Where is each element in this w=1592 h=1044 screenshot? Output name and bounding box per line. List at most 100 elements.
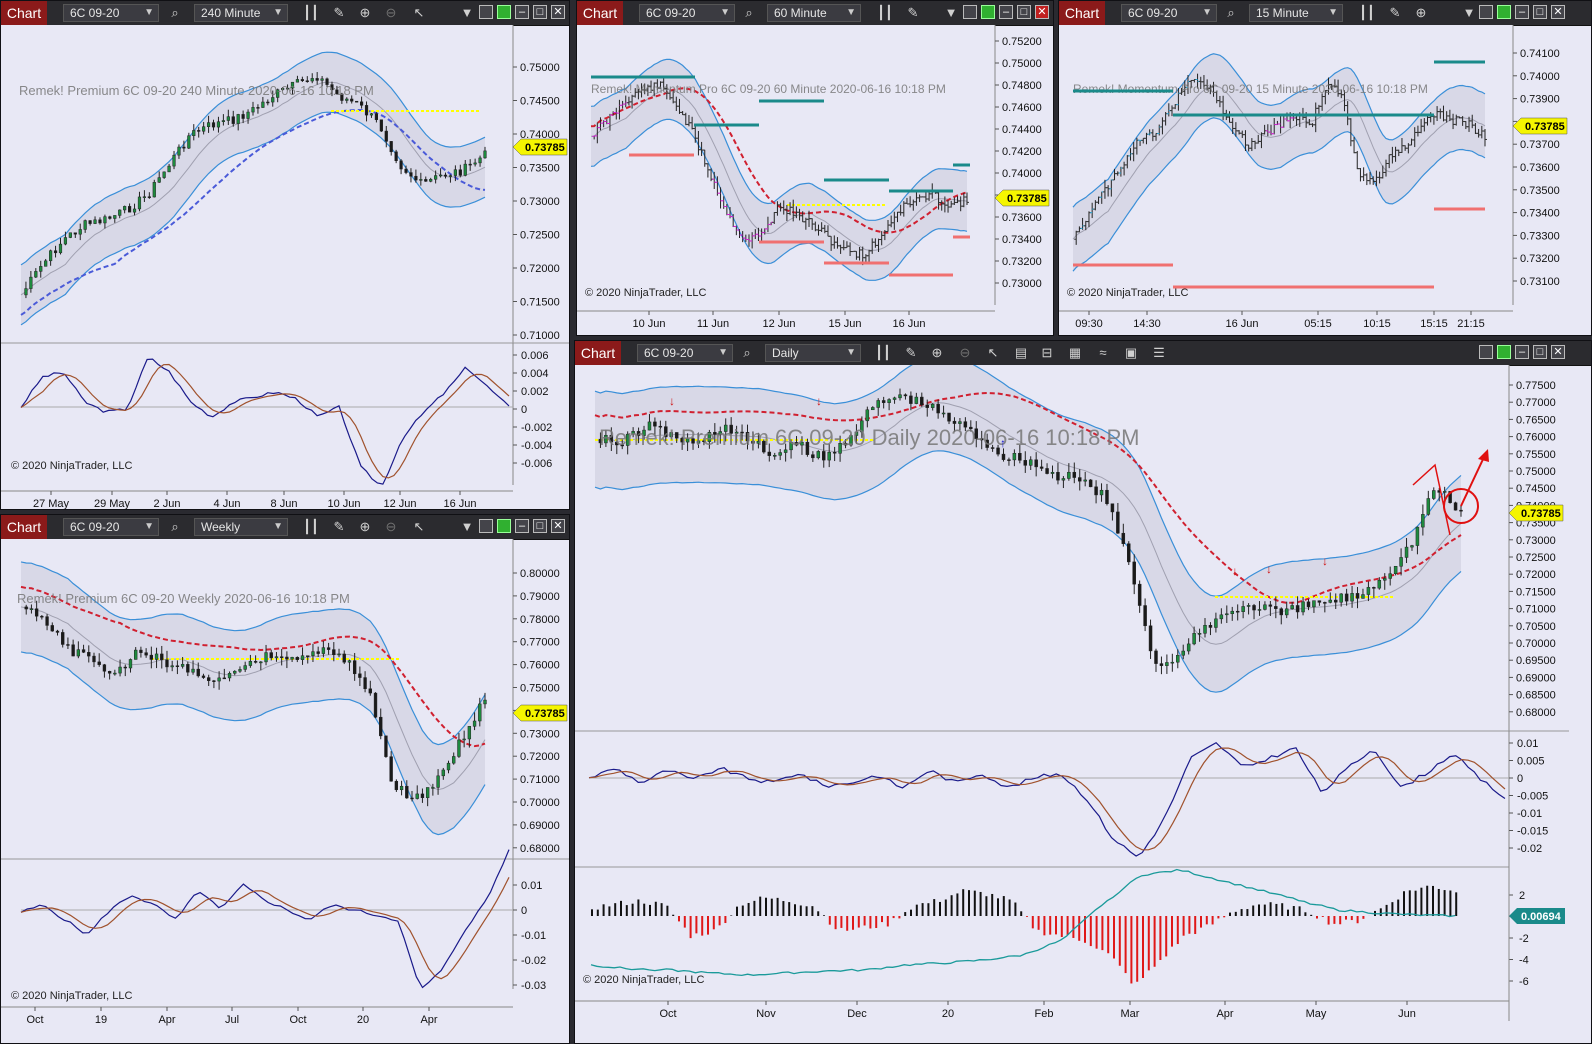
bar-type-icon[interactable]: ┃┃ — [875, 345, 891, 360]
candle-body — [1078, 477, 1082, 482]
candle-body — [207, 677, 211, 681]
drawing-tool-icon[interactable]: ✎ — [333, 5, 345, 20]
chart-canvas[interactable]: 0.741000.740000.739000.738000.737000.736… — [1059, 25, 1592, 336]
histogram-bar — [1089, 916, 1092, 947]
timeframe-select[interactable]: 15 Minute ▼ — [1249, 4, 1343, 22]
more-chevron-icon[interactable]: ▼ — [944, 5, 958, 20]
bar-type-icon[interactable]: ┃┃ — [877, 5, 893, 20]
price-axis-label: 0.71500 — [1516, 586, 1556, 598]
candle-body — [1007, 459, 1011, 461]
close-button[interactable]: ✕ — [1551, 345, 1565, 359]
copyright-label: © 2020 NinjaTrader, LLC — [585, 287, 706, 299]
window-link-button[interactable] — [497, 5, 511, 19]
strategies-icon[interactable]: ≈ — [1099, 345, 1107, 360]
close-button[interactable]: ✕ — [1035, 5, 1049, 19]
maximize-button[interactable]: □ — [533, 519, 547, 533]
candle-body — [1355, 593, 1360, 599]
chart-canvas[interactable]: 0.75000 0.74500 0.74000 0.73500 0.73000 0.725… — [1, 25, 570, 510]
maximize-button[interactable]: □ — [1017, 5, 1031, 19]
window-link-button[interactable] — [1497, 5, 1511, 19]
indicators-icon[interactable]: ▦ — [1068, 345, 1082, 360]
bar-type-icon[interactable]: ┃┃ — [1359, 5, 1375, 20]
minimize-button[interactable]: – — [999, 5, 1013, 19]
pointer-icon[interactable]: ↖ — [413, 519, 425, 534]
price-axis-label: 0.75500 — [1516, 449, 1556, 461]
instrument-select[interactable]: 6C 09-20 ▼ — [1121, 4, 1217, 22]
zoom-in-icon[interactable]: ⊕ — [1415, 5, 1427, 20]
chart-window-15-minute[interactable]: Chart 6C 09-20 ▼ ⌕ 15 Minute ▼ ┃┃ ✎ ⊕ ▼ – … — [1058, 0, 1592, 336]
chart-watermark: Remek! Momentum Pro 6C 09-20 15 Minute 2… — [1073, 82, 1428, 96]
chart-canvas[interactable]: 0.77500 0.77000 0.76500 0.76000 0.75500 0.750… — [575, 365, 1592, 1044]
search-icon[interactable]: ⌕ — [745, 5, 753, 20]
more-chevron-icon[interactable]: ▼ — [1462, 5, 1476, 20]
close-button[interactable]: ✕ — [551, 519, 565, 533]
maximize-button[interactable]: □ — [1533, 345, 1547, 359]
templates-icon[interactable]: ▣ — [1124, 345, 1138, 360]
zoom-in-icon[interactable]: ⊕ — [359, 519, 371, 534]
timeframe-select[interactable]: 60 Minute ▼ — [767, 4, 861, 22]
bar-type-icon[interactable]: ┃┃ — [303, 519, 319, 534]
chart-canvas[interactable]: 0.75200 0.75000 0.74800 0.74600 0.74400 0.742… — [577, 25, 1054, 336]
drawing-tool-icon[interactable]: ✎ — [905, 345, 917, 360]
minimize-button[interactable]: – — [1515, 5, 1529, 19]
drawing-tool-icon[interactable]: ✎ — [1389, 5, 1401, 20]
maximize-button[interactable]: □ — [1533, 5, 1547, 19]
chart-window-60-minute[interactable]: Chart 6C 09-20 ▼ ⌕ 60 Minute ▼ ┃┃ ✎ ▼ – □ … — [576, 0, 1054, 336]
minimize-button[interactable]: – — [1515, 345, 1529, 359]
instrument-select[interactable]: 6C 09-20 ▼ — [637, 344, 733, 362]
timeframe-select[interactable]: 240 Minute ▼ — [194, 4, 288, 22]
minimize-button[interactable]: – — [515, 5, 529, 19]
candle-body — [251, 107, 255, 113]
more-chevron-icon[interactable]: ▼ — [460, 519, 474, 534]
properties-icon[interactable]: ⊟ — [1041, 345, 1053, 360]
chart-window-weekly[interactable]: Chart 6C 09-20 ▼ ⌕ Weekly ▼ ┃┃ ✎ ⊕ ⊖ ↖ ▼ –… — [0, 514, 570, 1044]
zoom-in-icon[interactable]: ⊕ — [931, 345, 943, 360]
zoom-out-icon[interactable]: ⊖ — [385, 519, 397, 534]
window-tile-button[interactable] — [963, 5, 977, 19]
minimize-button[interactable]: – — [515, 519, 529, 533]
pointer-icon[interactable]: ↖ — [413, 5, 425, 20]
histogram-bar — [997, 898, 999, 916]
price-axis-label: 0.69000 — [520, 820, 560, 832]
drawing-tool-icon[interactable]: ✎ — [333, 519, 345, 534]
search-icon[interactable]: ⌕ — [743, 345, 751, 360]
oscillator-signal-line — [20, 877, 510, 980]
zoom-out-icon[interactable]: ⊖ — [959, 345, 971, 360]
maximize-button[interactable]: □ — [533, 5, 547, 19]
search-icon[interactable]: ⌕ — [1227, 5, 1235, 20]
timeframe-select[interactable]: Weekly ▼ — [194, 518, 288, 536]
search-icon[interactable]: ⌕ — [171, 5, 179, 20]
window-link-button[interactable] — [497, 519, 511, 533]
drawing-tool-icon[interactable]: ✎ — [907, 5, 919, 20]
bar-type-icon[interactable]: ┃┃ — [303, 5, 319, 20]
instrument-select[interactable]: 6C 09-20 ▼ — [63, 518, 159, 536]
candle-body — [680, 437, 684, 443]
window-tile-button[interactable] — [1479, 345, 1493, 359]
pointer-icon[interactable]: ↖ — [987, 345, 999, 360]
close-button[interactable]: ✕ — [551, 5, 565, 19]
zoom-out-icon[interactable]: ⊖ — [385, 5, 397, 20]
list-icon[interactable]: ☰ — [1153, 345, 1165, 360]
last-price-marker — [1508, 504, 1564, 522]
window-tile-button[interactable] — [479, 5, 493, 19]
candle-body — [414, 175, 418, 181]
chart-window-240-minute[interactable]: Chart 6C 09-20 ▼ ⌕ 240 Minute ▼ ┃┃ ✎ ⊕ ⊖ ↖… — [0, 0, 570, 510]
timeframe-select[interactable]: Daily ▼ — [765, 344, 861, 362]
zoom-in-icon[interactable]: ⊕ — [359, 5, 371, 20]
candle-body — [358, 673, 362, 678]
window-tile-button[interactable] — [1479, 5, 1493, 19]
chart-canvas[interactable]: 0.80000 0.79000 0.78000 0.77000 0.76000 0.750… — [1, 539, 570, 1044]
window-tile-button[interactable] — [479, 519, 493, 533]
chart-window-daily[interactable]: Chart 6C 09-20 ▼ ⌕ Daily ▼ ┃┃ ✎ ⊕ ⊖ ↖ ▤ ⊟ … — [574, 340, 1592, 1044]
window-link-button[interactable] — [981, 5, 995, 19]
candle-body — [647, 421, 652, 431]
bollinger-band-fill — [21, 561, 485, 835]
more-chevron-icon[interactable]: ▼ — [460, 5, 474, 20]
window-link-button[interactable] — [1497, 345, 1511, 359]
search-icon[interactable]: ⌕ — [171, 519, 179, 534]
close-button[interactable]: ✕ — [1551, 5, 1565, 19]
instrument-select[interactable]: 6C 09-20 ▼ — [639, 4, 735, 22]
instrument-select[interactable]: 6C 09-20 ▼ — [63, 4, 159, 22]
data-box-icon[interactable]: ▤ — [1014, 345, 1028, 360]
candle-body — [441, 769, 445, 777]
